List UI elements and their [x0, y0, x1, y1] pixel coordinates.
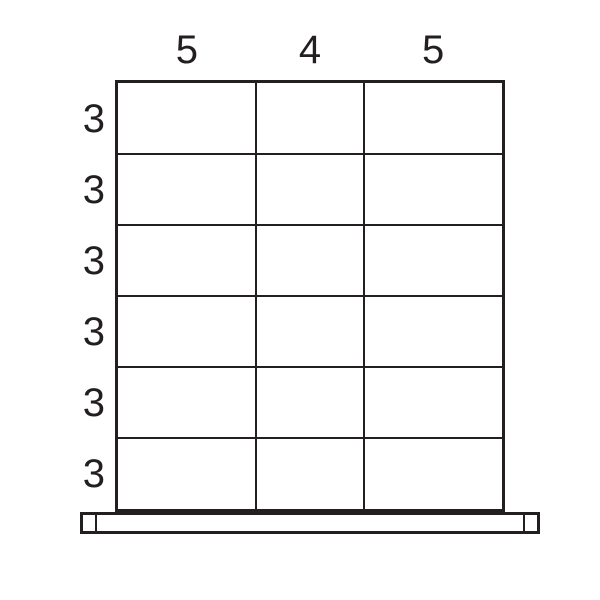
row-label: 3 [65, 438, 105, 509]
column-label: 5 [118, 30, 256, 70]
grid-inner [118, 83, 502, 509]
grid-hline [118, 366, 502, 368]
base-bar [80, 512, 540, 534]
grid-hline [118, 437, 502, 439]
base-notch [523, 515, 525, 531]
column-label: 5 [364, 30, 502, 70]
row-label: 3 [65, 83, 105, 154]
grid-hline [118, 295, 502, 297]
grid-hline [118, 224, 502, 226]
row-labels: 333333 [65, 80, 105, 512]
base-notch [95, 515, 97, 531]
grid [115, 80, 505, 512]
row-label: 3 [65, 154, 105, 225]
grid-hline [118, 153, 502, 155]
grid-diagram: 545 333333 [0, 0, 600, 600]
row-label: 3 [65, 225, 105, 296]
column-label: 4 [256, 30, 364, 70]
row-label: 3 [65, 296, 105, 367]
row-label: 3 [65, 367, 105, 438]
